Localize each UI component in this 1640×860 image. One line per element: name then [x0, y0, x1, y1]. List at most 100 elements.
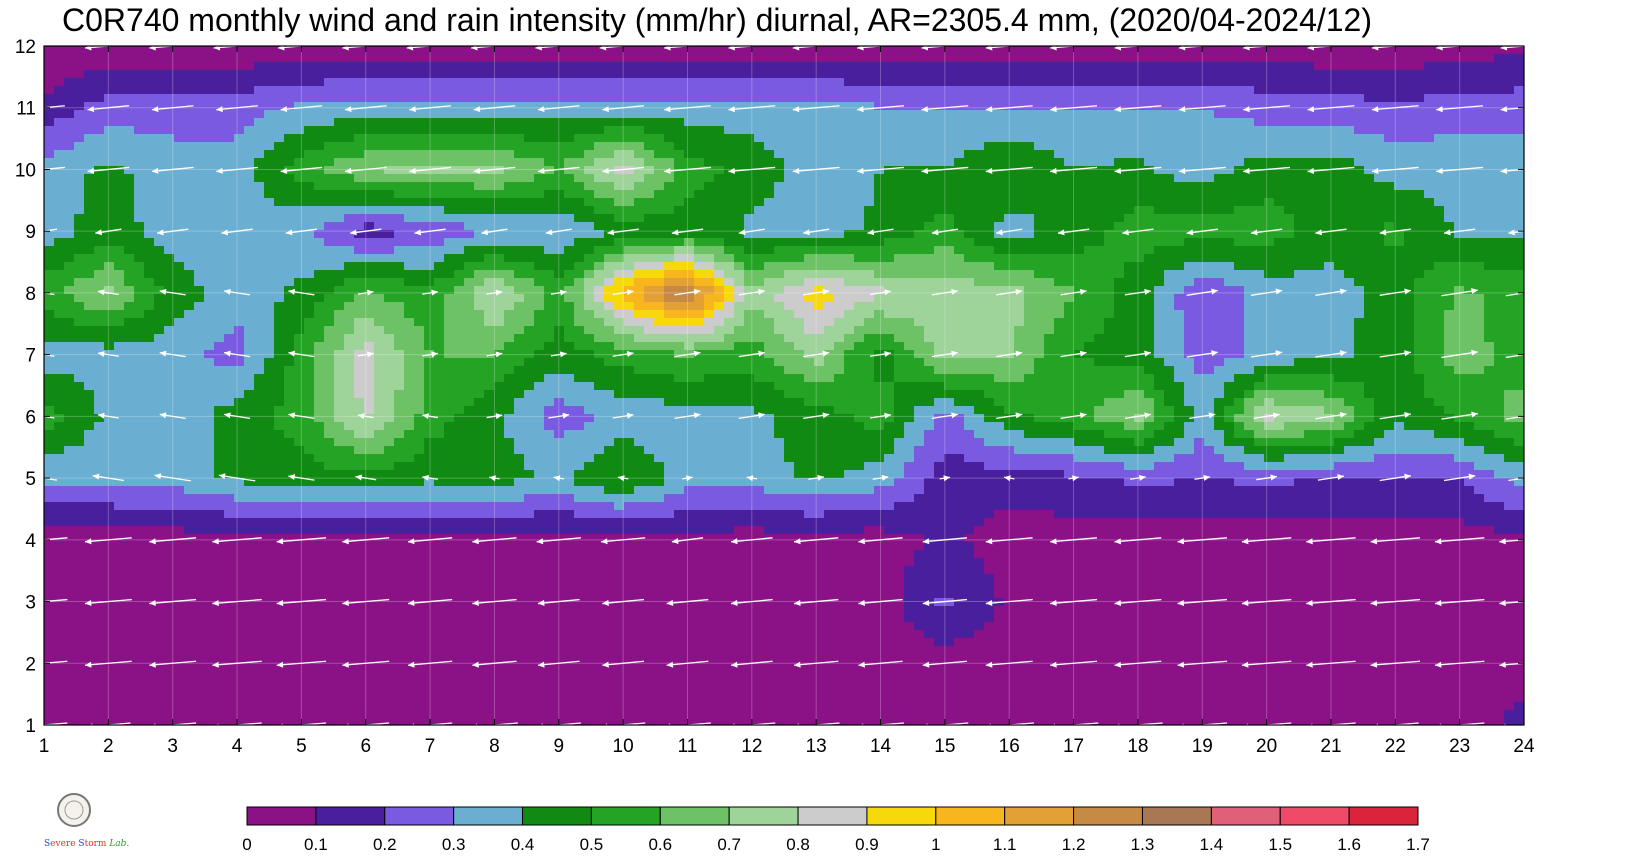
field-cell: [344, 118, 355, 127]
field-cell: [234, 94, 245, 103]
field-cell: [364, 158, 375, 167]
field-cell: [934, 110, 945, 119]
field-cell: [334, 174, 345, 183]
field-cell: [1064, 86, 1075, 95]
field-cell: [1304, 206, 1315, 215]
field-cell: [1364, 166, 1375, 175]
field-cell: [1004, 150, 1015, 159]
field-cell: [624, 102, 635, 111]
field-cell: [484, 142, 495, 151]
field-cell: [1384, 278, 1395, 287]
field-cell: [914, 206, 925, 215]
field-cell: [944, 118, 955, 127]
field-cell: [1234, 118, 1245, 127]
field-cell: [954, 94, 965, 103]
field-cell: [754, 198, 765, 207]
field-cell: [884, 142, 895, 151]
field-cell: [1384, 214, 1395, 223]
field-cell: [514, 222, 525, 231]
field-cell: [1204, 126, 1215, 135]
field-cell: [304, 78, 315, 87]
field-cell: [1274, 270, 1285, 279]
field-cell: [1074, 286, 1085, 295]
field-cell: [574, 158, 585, 167]
field-cell: [384, 158, 395, 167]
field-cell: [644, 246, 655, 255]
field-cell: [964, 254, 975, 263]
field-cell: [444, 46, 455, 55]
field-cell: [1294, 254, 1305, 263]
field-cell: [1064, 190, 1075, 199]
field-cell: [1154, 310, 1165, 319]
field-cell: [244, 206, 255, 215]
field-cell: [1114, 70, 1125, 79]
field-cell: [1334, 222, 1345, 231]
field-cell: [194, 254, 205, 263]
field-cell: [324, 182, 335, 191]
field-cell: [1464, 270, 1475, 279]
field-cell: [144, 126, 155, 135]
field-cell: [274, 206, 285, 215]
field-cell: [1074, 278, 1085, 287]
field-cell: [404, 206, 415, 215]
field-cell: [904, 286, 915, 295]
field-cell: [74, 294, 85, 303]
field-cell: [624, 78, 635, 87]
field-cell: [894, 62, 905, 71]
field-cell: [574, 214, 585, 223]
field-cell: [614, 78, 625, 87]
field-cell: [124, 70, 135, 79]
field-cell: [514, 86, 525, 95]
field-cell: [894, 54, 905, 63]
field-cell: [684, 174, 695, 183]
field-cell: [964, 190, 975, 199]
field-cell: [1004, 262, 1015, 271]
field-cell: [1494, 286, 1505, 295]
field-cell: [914, 86, 925, 95]
field-cell: [1274, 174, 1285, 183]
field-cell: [514, 246, 525, 255]
field-cell: [1104, 286, 1115, 295]
field-cell: [844, 142, 855, 151]
field-cell: [1034, 62, 1045, 71]
field-cell: [1204, 222, 1215, 231]
field-cell: [324, 166, 335, 175]
field-cell: [274, 286, 285, 295]
field-cell: [54, 150, 65, 159]
field-cell: [74, 126, 85, 135]
field-cell: [1404, 174, 1415, 183]
field-cell: [394, 158, 405, 167]
field-cell: [554, 142, 565, 151]
field-cell: [764, 166, 775, 175]
field-cell: [314, 222, 325, 231]
field-cell: [1464, 54, 1475, 63]
field-cell: [664, 206, 675, 215]
field-cell: [284, 118, 295, 127]
field-cell: [954, 254, 965, 263]
field-cell: [834, 270, 845, 279]
field-cell: [294, 110, 305, 119]
field-cell: [1324, 190, 1335, 199]
field-cell: [734, 150, 745, 159]
field-cell: [994, 94, 1005, 103]
field-cell: [194, 110, 205, 119]
field-cell: [404, 86, 415, 95]
field-cell: [314, 78, 325, 87]
field-cell: [164, 102, 175, 111]
field-cell: [174, 78, 185, 87]
field-cell: [1044, 182, 1055, 191]
field-cell: [704, 214, 715, 223]
field-cell: [434, 246, 445, 255]
field-cell: [844, 238, 855, 247]
field-cell: [594, 70, 605, 79]
field-cell: [1224, 190, 1235, 199]
field-cell: [784, 206, 795, 215]
field-cell: [254, 286, 265, 295]
field-cell: [724, 270, 735, 279]
field-cell: [314, 174, 325, 183]
field-cell: [674, 222, 685, 231]
field-cell: [1084, 222, 1095, 231]
field-cell: [144, 78, 155, 87]
field-cell: [1064, 62, 1075, 71]
field-cell: [544, 118, 555, 127]
